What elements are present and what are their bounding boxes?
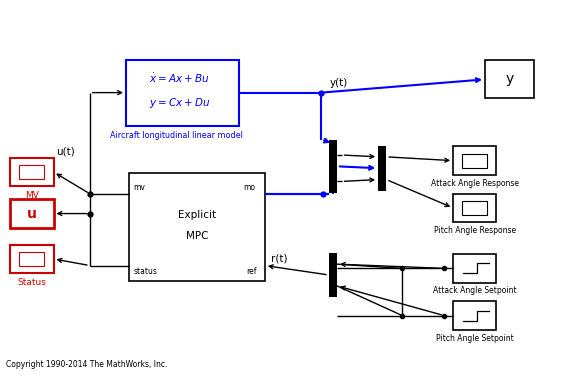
Text: Explicit: Explicit xyxy=(178,211,216,220)
Bar xyxy=(453,194,496,222)
Text: Pitch Angle Response: Pitch Angle Response xyxy=(434,226,516,235)
Text: Copyright 1990-2014 The MathWorks, Inc.: Copyright 1990-2014 The MathWorks, Inc. xyxy=(6,359,167,369)
Text: Status: Status xyxy=(17,278,46,287)
Text: ref: ref xyxy=(247,268,257,276)
Bar xyxy=(10,158,53,186)
Text: Aircraft longitudinal linear model: Aircraft longitudinal linear model xyxy=(110,131,243,139)
Text: $y = Cx + Du$: $y = Cx + Du$ xyxy=(149,96,210,110)
Text: mv: mv xyxy=(133,183,145,192)
Text: u(t): u(t) xyxy=(57,146,75,156)
Text: y: y xyxy=(505,72,514,87)
Bar xyxy=(462,201,488,215)
Bar xyxy=(126,59,239,125)
Bar xyxy=(453,302,496,330)
Bar xyxy=(329,253,337,297)
Bar xyxy=(19,165,45,179)
Bar xyxy=(453,254,496,283)
Text: Attack Angle Response: Attack Angle Response xyxy=(431,179,519,187)
Bar xyxy=(10,200,53,228)
Text: r(t): r(t) xyxy=(270,254,287,264)
Text: mo: mo xyxy=(243,183,255,192)
Bar xyxy=(19,252,45,266)
Text: $\dot{x} = Ax + Bu$: $\dot{x} = Ax + Bu$ xyxy=(149,72,210,85)
Text: y(t): y(t) xyxy=(330,78,349,88)
Text: u: u xyxy=(27,206,37,221)
Bar xyxy=(462,153,488,168)
Bar xyxy=(329,140,337,193)
Text: Attack Angle Setpoint: Attack Angle Setpoint xyxy=(433,287,516,295)
Text: MPC: MPC xyxy=(186,231,208,241)
Bar xyxy=(129,173,265,280)
Text: MV: MV xyxy=(25,191,39,200)
Bar xyxy=(485,60,534,98)
Bar xyxy=(453,147,496,175)
Text: Pitch Angle Setpoint: Pitch Angle Setpoint xyxy=(436,334,514,342)
Bar xyxy=(10,245,53,273)
Text: status: status xyxy=(133,268,157,276)
Bar xyxy=(378,146,386,191)
